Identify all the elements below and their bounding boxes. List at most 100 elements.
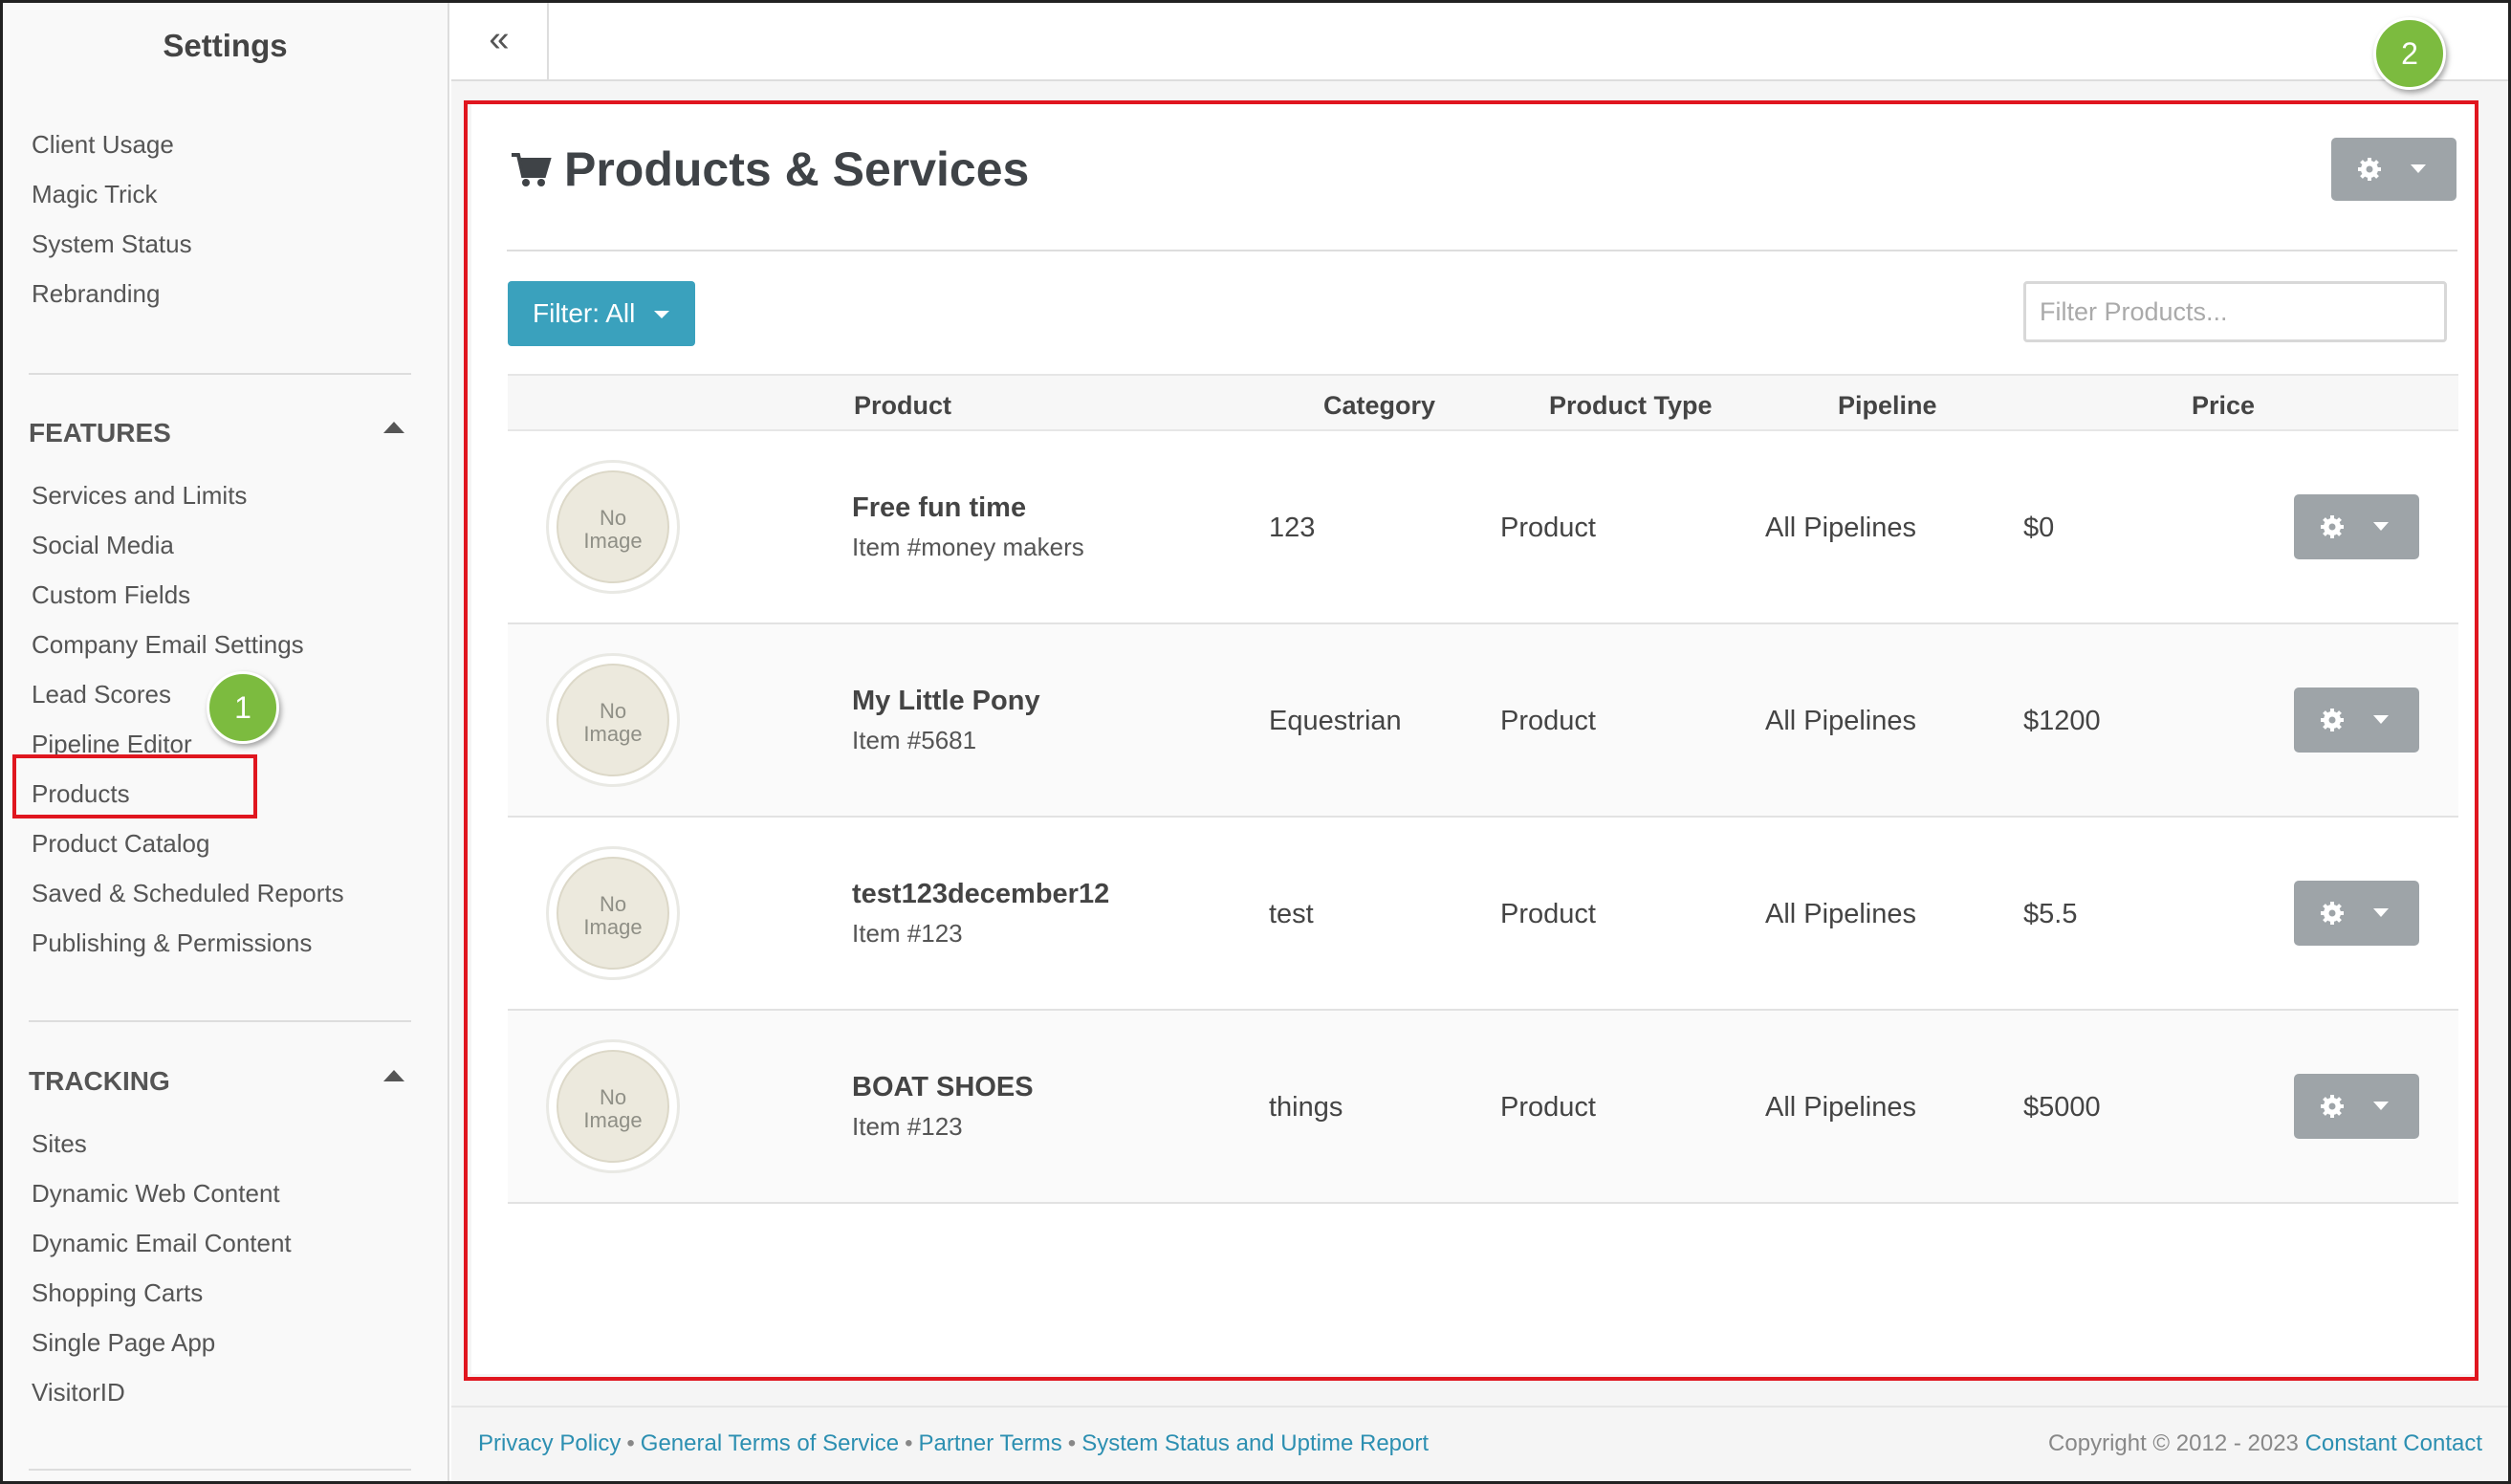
top-bar: « xyxy=(451,3,2508,81)
collapse-sidebar-button[interactable]: « xyxy=(451,3,549,81)
gear-icon xyxy=(2358,158,2426,181)
sidebar-item-shopping-carts[interactable]: Shopping Carts xyxy=(32,1278,204,1307)
product-thumbnail: No Image xyxy=(546,846,680,980)
features-heading[interactable]: FEATURES xyxy=(29,418,171,447)
sidebar-item-social-media[interactable]: Social Media xyxy=(32,531,174,559)
sidebar-item-dynamic-web-content[interactable]: Dynamic Web Content xyxy=(32,1179,280,1208)
sidebar-item-magic-trick[interactable]: Magic Trick xyxy=(32,180,158,208)
filter-dropdown-button[interactable]: Filter: All xyxy=(508,281,695,346)
sidebar-title: Settings xyxy=(163,28,288,63)
sidebar-item-client-usage[interactable]: Client Usage xyxy=(32,130,174,159)
row-actions-button[interactable] xyxy=(2294,881,2419,946)
gear-icon xyxy=(2321,902,2389,925)
product-category: things xyxy=(1269,1092,1343,1123)
gear-icon xyxy=(2321,1095,2389,1118)
no-image-text: No xyxy=(599,1085,627,1109)
column-header-pipeline[interactable]: Pipeline xyxy=(1838,391,1937,420)
sidebar-item-pipeline-editor[interactable]: Pipeline Editor xyxy=(32,730,192,758)
sidebar-item-services-and-limits[interactable]: Services and Limits xyxy=(32,481,248,510)
sidebar-item-dynamic-email-content[interactable]: Dynamic Email Content xyxy=(32,1229,292,1257)
product-pipeline: All Pipelines xyxy=(1765,899,1916,929)
sidebar-item-single-page-app[interactable]: Single Page App xyxy=(32,1328,216,1357)
system-status-report-link[interactable]: System Status and Uptime Report xyxy=(1081,1430,1430,1456)
table-row[interactable]: No Image My Little Pony Item #5681 Equest… xyxy=(508,624,2458,818)
column-header-price[interactable]: Price xyxy=(2192,391,2256,420)
gear-icon xyxy=(2321,709,2389,731)
row-actions-button[interactable] xyxy=(2294,494,2419,559)
tracking-heading[interactable]: TRACKING xyxy=(29,1066,170,1096)
cart-icon xyxy=(512,153,552,186)
product-pipeline: All Pipelines xyxy=(1765,706,1916,736)
no-image-placeholder: No Image xyxy=(557,857,669,970)
table-row[interactable]: No Image BOAT SHOES Item #123 things Prod… xyxy=(508,1011,2458,1204)
copyright: Copyright © 2012 - 2023 Constant Contact xyxy=(2048,1430,2482,1457)
sidebar-item-lead-scores[interactable]: Lead Scores xyxy=(32,680,171,709)
no-image-text: No xyxy=(599,699,627,723)
product-item-number: Item #money makers xyxy=(852,533,1084,561)
filter-products-input[interactable] xyxy=(2023,281,2447,342)
product-category: test xyxy=(1269,899,1314,929)
no-image-text: No xyxy=(599,506,627,530)
product-thumbnail: No Image xyxy=(546,653,680,787)
no-image-text: Image xyxy=(583,529,643,553)
privacy-policy-link[interactable]: Privacy Policy xyxy=(478,1430,622,1456)
products-highlight-box xyxy=(12,754,257,818)
product-thumbnail: No Image xyxy=(546,1039,680,1173)
double-chevron-left-icon: « xyxy=(489,19,510,59)
row-actions-button[interactable] xyxy=(2294,687,2419,753)
footer-separator: • xyxy=(626,1430,635,1456)
table-header: Product Category Product Type Pipeline P… xyxy=(508,374,2458,431)
constant-contact-link[interactable]: Constant Contact xyxy=(2304,1430,2482,1456)
section-divider xyxy=(29,1469,411,1471)
filter-button-label: Filter: All xyxy=(533,298,636,328)
sidebar-item-sites[interactable]: Sites xyxy=(32,1129,87,1158)
table-row[interactable]: No Image test123december12 Item #123 test… xyxy=(508,818,2458,1011)
section-divider xyxy=(29,1020,411,1022)
product-price: $1200 xyxy=(2023,706,2101,736)
product-pipeline: All Pipelines xyxy=(1765,1092,1916,1123)
no-image-text: Image xyxy=(583,1108,643,1132)
copyright-text: Copyright © 2012 - 2023 xyxy=(2048,1430,2299,1456)
caret-down-icon xyxy=(654,311,669,318)
sidebar-item-product-catalog[interactable]: Product Catalog xyxy=(32,829,210,858)
title-divider xyxy=(507,250,2457,251)
sidebar-item-publishing-permissions[interactable]: Publishing & Permissions xyxy=(32,928,313,957)
product-price: $0 xyxy=(2023,513,2055,543)
product-type: Product xyxy=(1500,513,1596,543)
product-item-number: Item #5681 xyxy=(852,726,977,754)
section-divider xyxy=(29,373,411,375)
caret-up-icon[interactable] xyxy=(383,1070,404,1081)
column-header-product[interactable]: Product xyxy=(854,391,952,420)
sidebar-item-company-email-settings[interactable]: Company Email Settings xyxy=(32,630,304,659)
product-name[interactable]: Free fun time xyxy=(852,492,1027,523)
partner-terms-link[interactable]: Partner Terms xyxy=(918,1430,1062,1456)
product-price: $5.5 xyxy=(2023,899,2078,929)
sidebar-item-products[interactable]: Products xyxy=(32,779,130,808)
page-footer: Privacy Policy • General Terms of Service •… xyxy=(451,1406,2508,1481)
sidebar-item-visitorid[interactable]: VisitorID xyxy=(32,1378,125,1407)
no-image-placeholder: No Image xyxy=(557,664,669,776)
table-row[interactable]: No Image Free fun time Item #money makers… xyxy=(508,431,2458,624)
terms-of-service-link[interactable]: General Terms of Service xyxy=(640,1430,900,1456)
sidebar-item-system-status[interactable]: System Status xyxy=(32,229,192,258)
product-name[interactable]: My Little Pony xyxy=(852,686,1040,716)
sidebar-item-rebranding[interactable]: Rebranding xyxy=(32,279,161,308)
column-header-product-type[interactable]: Product Type xyxy=(1549,391,1713,420)
callout-badge-1: 1 xyxy=(207,671,279,744)
product-name[interactable]: BOAT SHOES xyxy=(852,1072,1034,1102)
product-pipeline: All Pipelines xyxy=(1765,513,1916,543)
product-name[interactable]: test123december12 xyxy=(852,879,1110,909)
page-title: Products & Services xyxy=(564,142,1030,196)
caret-up-icon[interactable] xyxy=(383,422,404,433)
product-category: 123 xyxy=(1269,513,1316,543)
sidebar-item-saved-scheduled-reports[interactable]: Saved & Scheduled Reports xyxy=(32,879,344,907)
product-item-number: Item #123 xyxy=(852,919,963,948)
footer-separator: • xyxy=(1067,1430,1077,1456)
column-header-category[interactable]: Category xyxy=(1323,391,1436,420)
row-actions-button[interactable] xyxy=(2294,1074,2419,1139)
product-item-number: Item #123 xyxy=(852,1112,963,1141)
page-settings-button[interactable] xyxy=(2331,138,2456,201)
callout-badge-2: 2 xyxy=(2373,17,2446,90)
sidebar-item-custom-fields[interactable]: Custom Fields xyxy=(32,580,191,609)
